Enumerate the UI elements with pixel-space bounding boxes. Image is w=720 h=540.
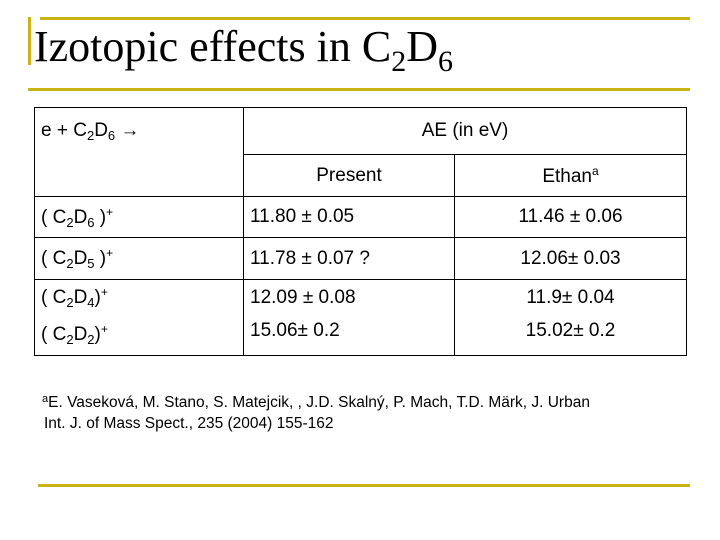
- present-cell: 11.78 ± 0.07 ?: [243, 237, 455, 280]
- top-rule: [40, 17, 690, 20]
- table-row: ( C2D6 )+ 11.80 ± 0.05 11.46 ± 0.06: [34, 196, 687, 238]
- ae-table: e + C2D6 → AE (in eV) Present Ethana ( C…: [34, 107, 687, 356]
- ethan-cell: 12.06± 0.03: [454, 237, 687, 280]
- left-rule: [28, 17, 31, 65]
- present-cell: 11.80 ± 0.05: [243, 196, 455, 238]
- ethan-cell: 11.46 ± 0.06: [454, 196, 687, 238]
- corner-cell-lower: [34, 154, 244, 197]
- bottom-rule: [38, 484, 690, 487]
- ion-cell: ( C2D5 )+: [34, 237, 244, 280]
- title-rule: [28, 88, 690, 91]
- col-present-header: Present: [243, 154, 455, 197]
- slide-title: Izotopic effects in C2D6: [34, 22, 453, 78]
- present-cell: 12.09 ± 0.08: [243, 279, 455, 316]
- ethan-cell: 15.02± 0.2: [454, 315, 687, 356]
- present-cell: 15.06± 0.2: [243, 315, 455, 356]
- table-row: ( C2D4)+ 12.09 ± 0.08 11.9± 0.04: [34, 279, 687, 316]
- reference: aE. Vaseková, M. Stano, S. Matejcik, , J…: [42, 389, 590, 434]
- table-row: ( C2D5 )+ 11.78 ± 0.07 ? 12.06± 0.03: [34, 237, 687, 280]
- ion-cell: ( C2D6 )+: [34, 196, 244, 238]
- reference-line-2: Int. J. of Mass Spect., 235 (2004) 155-1…: [44, 415, 334, 432]
- table-row: ( C2D2)+ 15.06± 0.2 15.02± 0.2: [34, 315, 687, 356]
- ethan-cell: 11.9± 0.04: [454, 279, 687, 316]
- col-ethan-header: Ethana: [454, 154, 687, 197]
- corner-cell: e + C2D6 →: [34, 107, 244, 155]
- reference-line-1: aE. Vaseková, M. Stano, S. Matejcik, , J…: [42, 393, 590, 411]
- ion-cell: ( C2D4)+: [34, 279, 244, 316]
- ae-header: AE (in eV): [243, 107, 687, 155]
- ion-cell: ( C2D2)+: [34, 315, 244, 356]
